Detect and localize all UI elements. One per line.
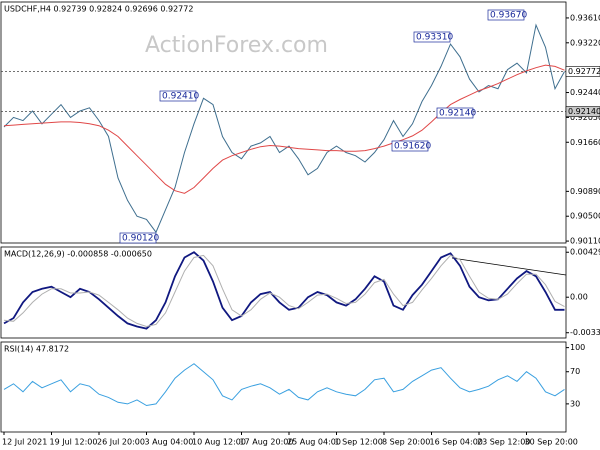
y-tick-label: 30	[570, 399, 580, 408]
panel-title: USDCHF,H4 0.92739 0.92824 0.92696 0.9277…	[4, 5, 193, 14]
x-tick-label: 8 Sep 20:00	[382, 438, 430, 447]
annotation: 0.92410	[162, 92, 199, 102]
annotation-box	[119, 232, 157, 244]
series-line	[3, 23, 565, 234]
panel-frame	[0, 246, 567, 339]
annotation-box	[436, 107, 474, 119]
y-tick-label: -0.003396	[570, 328, 600, 337]
annotation: 0.93670	[490, 11, 527, 21]
annotation-box	[391, 140, 429, 152]
panel-title: MACD(12,26,9) -0.000858 -0.000650	[4, 250, 152, 259]
annotation-box	[159, 90, 197, 102]
y-tick-label: 100	[570, 343, 585, 352]
annotation: 0.90120	[122, 234, 159, 244]
annotation: 0.93310	[416, 33, 453, 43]
x-tick-label: 12 Jul 2021	[2, 438, 47, 447]
y-tick-label: 70	[570, 367, 580, 376]
price-level-label: 0.92772	[568, 67, 600, 76]
y-tick-label: 0.93610	[570, 13, 600, 22]
y-tick-label: 0.00	[570, 293, 588, 302]
panel-frame	[0, 341, 567, 433]
annotation: 0.91620	[394, 142, 431, 152]
x-tick-label: 19 Jul 12:00	[50, 438, 98, 447]
x-tick-label: 23 Sep 12:00	[477, 438, 530, 447]
y-tick-label: 0.93220	[570, 38, 600, 47]
annotation-box	[487, 9, 525, 21]
x-tick-label: 10 Aug 12:00	[192, 438, 246, 447]
price-level-label: 0.92140	[568, 107, 600, 116]
watermark: ActionForex.com	[145, 33, 328, 58]
series-line	[3, 254, 565, 328]
panel-frame	[0, 1, 567, 244]
x-tick-label: 16 Sep 04:00	[430, 438, 483, 447]
y-tick-label: 0.004299	[570, 248, 600, 257]
x-tick-label: 1 Sep 12:00	[335, 438, 383, 447]
price-level-box	[565, 106, 600, 117]
x-tick-label: 26 Jul 20:00	[97, 438, 145, 447]
series-line	[3, 363, 565, 407]
price-level-box	[565, 66, 600, 77]
panel-title: RSI(14) 47.8172	[4, 345, 69, 354]
y-tick-label: 0.91660	[570, 138, 600, 147]
x-tick-label: 25 Aug 04:00	[287, 438, 341, 447]
series-line	[3, 64, 565, 194]
x-tick-label: 30 Sep 20:00	[525, 438, 578, 447]
annotation-box	[413, 31, 451, 43]
y-tick-label: 0.92440	[570, 88, 600, 97]
annotation: 0.92140	[439, 109, 476, 119]
x-tick-label: 17 Aug 20:00	[240, 438, 294, 447]
x-tick-label: 3 Aug 04:00	[145, 438, 194, 447]
y-tick-label: 0.90890	[570, 187, 600, 196]
series-line	[3, 251, 565, 330]
y-tick-label: 0.90110	[570, 237, 600, 246]
y-tick-label: 0.92050	[570, 113, 600, 122]
y-tick-label: 0.90500	[570, 212, 600, 221]
trend-line	[451, 257, 567, 276]
